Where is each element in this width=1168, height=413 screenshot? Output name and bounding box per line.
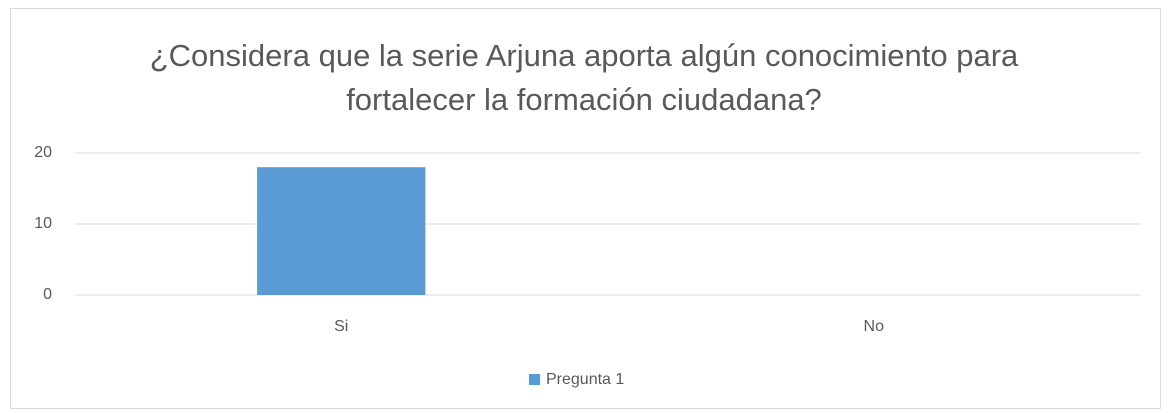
x-tick-label: Si [334,318,348,335]
y-tick-label: 10 [34,215,52,232]
legend-label: Pregunta 1 [546,371,624,388]
y-tick-label: 20 [34,144,52,161]
legend-swatch [529,374,540,385]
y-tick-label: 0 [43,286,52,303]
chart-title: ¿Considera que la serie Arjuna aporta al… [149,38,1019,117]
chart-frame [10,8,1161,409]
bar [257,167,426,295]
x-tick-label: No [864,318,885,335]
